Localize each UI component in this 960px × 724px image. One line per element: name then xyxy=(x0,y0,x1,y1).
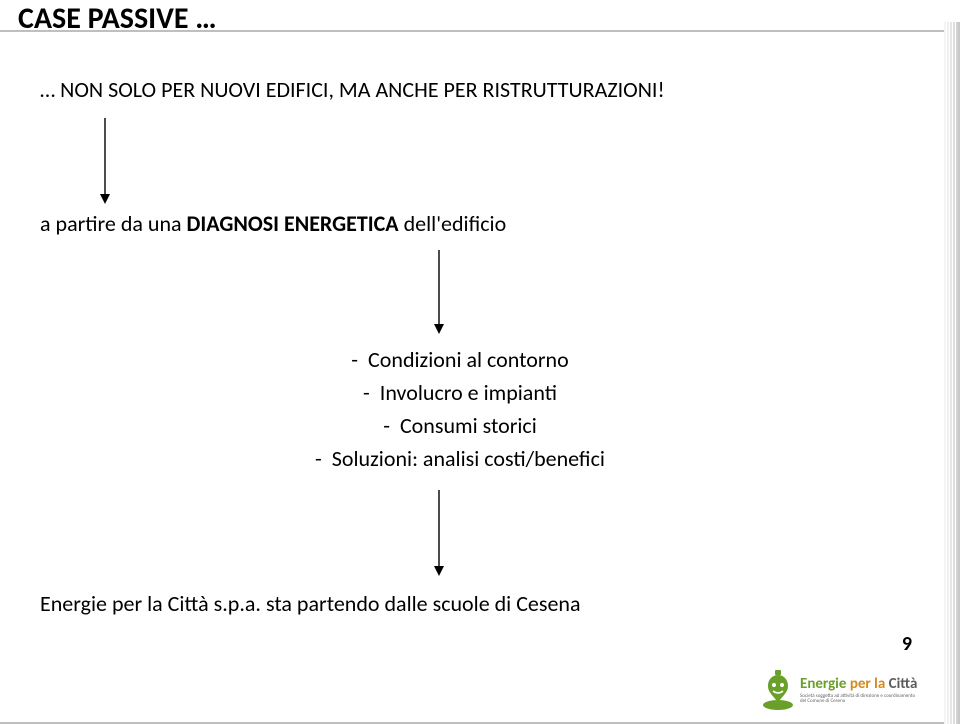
slide-subtitle: … NON SOLO PER NUOVI EDIFICI, MA ANCHE P… xyxy=(40,76,665,103)
bullet-text: Soluzioni: analisi costi/benefici xyxy=(332,445,605,472)
arrow-down-icon xyxy=(434,250,446,334)
bullet-text: Involucro e impianti xyxy=(380,379,557,406)
bullets-block: -Condizioni al contorno -Involucro e imp… xyxy=(0,346,920,478)
bullet-item: -Consumi storici xyxy=(0,412,920,439)
logo-word: per la xyxy=(850,675,885,693)
slide-title: CASE PASSIVE … xyxy=(18,0,217,37)
bullet-text: Consumi storici xyxy=(400,412,537,439)
conclusion-line: Energie per la Città s.p.a. sta partendo… xyxy=(40,590,581,617)
logo-text: Energie per la Città Società soggetta ad… xyxy=(800,677,920,704)
diagnosi-pre: a partire da una xyxy=(40,210,187,237)
logo-tagline: Società soggetta ad attività di direzion… xyxy=(800,694,920,704)
diagnosi-line: a partire da una DIAGNOSI ENERGETICA del… xyxy=(40,210,506,237)
bullet-item: -Involucro e impianti xyxy=(0,379,920,406)
diagnosi-bold: DIAGNOSI ENERGETICA xyxy=(187,210,404,237)
right-edge-decoration xyxy=(944,22,960,724)
arrow-down-icon xyxy=(100,118,112,204)
arrow-down-icon xyxy=(434,490,446,576)
bullet-item: -Condizioni al contorno xyxy=(0,346,920,373)
logo-word: Città xyxy=(889,675,918,693)
bullet-item: -Soluzioni: analisi costi/benefici xyxy=(0,445,920,472)
bullet-text: Condizioni al contorno xyxy=(368,346,569,373)
logo-mark-icon xyxy=(760,669,796,711)
footer-logo: Energie per la Città Società soggetta ad… xyxy=(760,666,920,714)
page-number: 9 xyxy=(902,632,912,656)
logo-word: Energie xyxy=(800,675,846,693)
diagnosi-post: dell'edificio xyxy=(404,210,507,237)
